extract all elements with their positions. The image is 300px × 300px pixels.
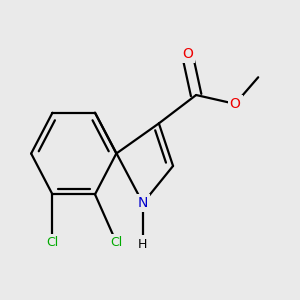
Text: Cl: Cl xyxy=(110,236,122,249)
Text: O: O xyxy=(182,47,193,61)
Text: O: O xyxy=(230,97,241,111)
Text: N: N xyxy=(138,196,148,210)
Text: H: H xyxy=(138,238,148,250)
Text: Cl: Cl xyxy=(46,236,59,249)
